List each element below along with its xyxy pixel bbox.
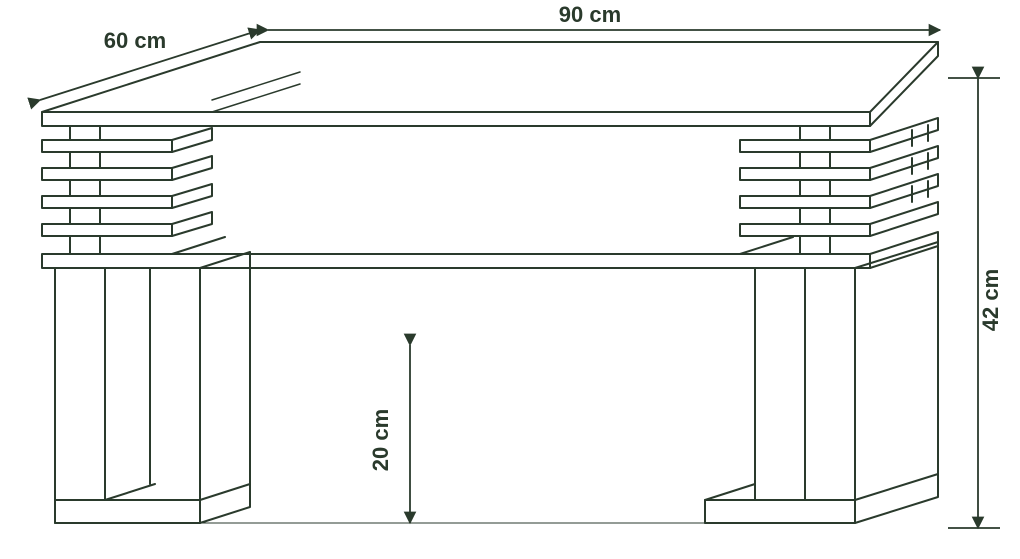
- leg-front-right: [705, 242, 938, 523]
- slats-rear-left: [212, 72, 300, 112]
- technical-drawing: 60 cm 90 cm 42 cm 20 cm: [0, 0, 1020, 559]
- leg-front-left: [55, 252, 250, 523]
- slats-right-front: [740, 118, 938, 254]
- dim-height-label: 42 cm: [978, 269, 1003, 331]
- coffee-table-outline: [42, 42, 938, 523]
- dim-depth-label: 60 cm: [104, 28, 166, 53]
- dim-clearance-label: 20 cm: [368, 409, 393, 471]
- dim-width-label: 90 cm: [559, 2, 621, 27]
- slats-left-front: [42, 126, 212, 254]
